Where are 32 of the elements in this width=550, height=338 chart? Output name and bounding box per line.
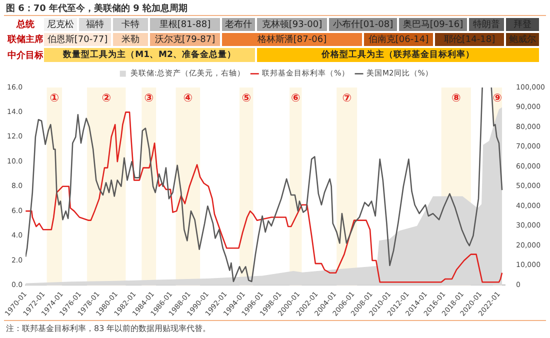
band-label: ⑥ bbox=[291, 91, 300, 104]
text: 耶伦[14-18] bbox=[434, 32, 505, 47]
band-label: ⑤ bbox=[242, 91, 252, 104]
text: 奥巴马[09-16] bbox=[398, 17, 468, 32]
text: 老布什 bbox=[221, 17, 256, 32]
text: 米勒 bbox=[112, 32, 149, 47]
band-label: ⑨ bbox=[492, 91, 502, 104]
text: 联储主席 bbox=[8, 32, 44, 47]
text: 福特 bbox=[78, 17, 112, 32]
text: 克林顿[93-00] bbox=[256, 17, 328, 32]
band-label: ② bbox=[102, 91, 112, 104]
text: 注：联邦基金目标利率，83 年以前的数据用贴现率代替。 bbox=[6, 323, 211, 334]
band-label: ④ bbox=[183, 91, 193, 104]
text: 鲍威尔 bbox=[505, 32, 540, 47]
text: 特朗普 bbox=[468, 17, 505, 32]
text: 卡特 bbox=[112, 17, 149, 32]
text: 伯南克[06-14] bbox=[363, 32, 434, 47]
text: 格林斯潘[87-06] bbox=[221, 32, 363, 47]
text: 价格型工具为主（联邦基金目标利率） bbox=[256, 47, 540, 63]
band-label: ⑦ bbox=[342, 91, 352, 104]
text: 数量型工具为主（M1、M2、准备金总量） bbox=[43, 47, 256, 63]
chart-title: 图 6：70 年代至今，美联储的 9 轮加息周期 bbox=[6, 2, 188, 15]
text: 总统 bbox=[8, 17, 43, 32]
band-label: ① bbox=[50, 91, 60, 104]
text: 伯恩斯[70-77] bbox=[43, 32, 112, 47]
text: 里根[81-88] bbox=[149, 17, 221, 32]
text: 沃尔克[79-87] bbox=[149, 32, 221, 47]
text: 中介目标 bbox=[8, 47, 44, 63]
text: 小布什[01-08] bbox=[328, 17, 398, 32]
band-label: ⑧ bbox=[451, 91, 461, 104]
text: 尼克松 bbox=[43, 17, 78, 32]
band-label: ③ bbox=[144, 91, 154, 104]
